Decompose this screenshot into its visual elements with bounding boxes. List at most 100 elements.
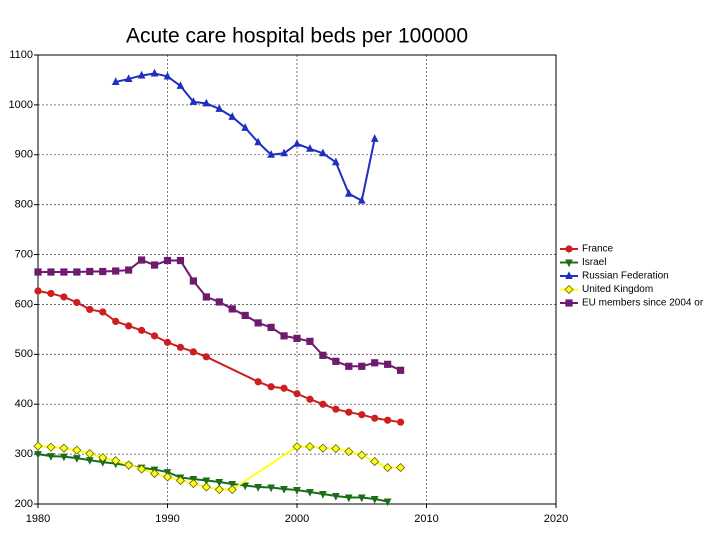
data-point (111, 456, 121, 466)
x-tick-label: 2020 (544, 513, 568, 525)
data-point (332, 357, 340, 365)
data-point (150, 68, 159, 77)
data-point (358, 411, 366, 419)
data-point (371, 359, 379, 367)
legend-marker (565, 259, 573, 268)
data-point (85, 449, 95, 459)
data-point (112, 267, 120, 275)
data-point (138, 326, 146, 334)
x-tick-label: 1990 (155, 513, 179, 525)
data-point (188, 478, 198, 489)
data-point (60, 453, 68, 462)
data-point (319, 491, 327, 499)
y-tick-label: 300 (15, 448, 33, 460)
data-point (396, 418, 405, 426)
data-point (241, 311, 249, 320)
x-tick-label: 2000 (285, 513, 309, 525)
data-point (357, 195, 366, 204)
data-point (306, 395, 314, 403)
data-point (384, 416, 392, 424)
data-point (267, 383, 275, 391)
data-point (332, 157, 340, 166)
data-point (202, 98, 211, 107)
data-point (319, 351, 327, 359)
data-point (99, 308, 107, 316)
data-point (306, 489, 314, 497)
data-point (332, 493, 340, 501)
data-point (228, 112, 237, 120)
data-point (112, 317, 120, 326)
legend-label: United Kingdom (582, 284, 653, 295)
data-point (214, 484, 224, 495)
data-point (267, 150, 275, 158)
data-point (98, 453, 108, 463)
x-tick-label: 1980 (26, 513, 50, 525)
data-point (137, 256, 146, 264)
data-point (370, 496, 379, 504)
data-point (305, 442, 315, 452)
data-point (163, 338, 172, 346)
data-point (72, 445, 82, 455)
data-point (280, 384, 288, 392)
data-point (47, 289, 55, 298)
legend-label: Israel (582, 257, 606, 268)
data-point (280, 332, 288, 340)
data-point (396, 366, 405, 374)
y-tick-label: 500 (15, 348, 33, 360)
data-point (149, 469, 160, 479)
legend: France Israel Russian Federation United Kin… (560, 244, 704, 309)
data-point (99, 267, 107, 276)
data-point (47, 453, 55, 461)
legend-label: EU members since 2004 or (582, 298, 704, 309)
data-point (215, 104, 224, 112)
data-point (86, 305, 94, 314)
data-point (358, 362, 366, 370)
data-point (293, 139, 301, 147)
data-point (371, 414, 379, 422)
legend-marker (565, 299, 573, 307)
data-point (254, 484, 262, 492)
y-tick-label: 1000 (9, 99, 33, 111)
data-point (227, 484, 237, 495)
data-point (73, 455, 81, 463)
data-point (176, 81, 185, 89)
data-point (124, 74, 133, 82)
data-point (306, 337, 314, 345)
y-tick-label: 200 (15, 498, 33, 510)
data-point (319, 400, 327, 408)
data-point (46, 442, 56, 452)
data-point (370, 457, 380, 467)
data-point (150, 332, 159, 340)
y-tick-label: 600 (15, 298, 33, 310)
chart-title: Acute care hospital beds per 100000 (126, 25, 468, 48)
data-point (344, 494, 353, 503)
data-point (73, 268, 81, 276)
data-point (60, 268, 68, 276)
y-tick-label: 1100 (9, 49, 33, 61)
data-point (86, 267, 94, 276)
data-point (318, 443, 328, 453)
data-point (34, 268, 42, 276)
data-point (267, 323, 275, 331)
data-point (215, 479, 224, 487)
data-point (241, 123, 250, 131)
y-tick-label: 900 (15, 149, 33, 161)
data-point (228, 305, 236, 313)
data-point (33, 441, 43, 451)
data-point (215, 298, 223, 306)
data-point (293, 390, 301, 398)
data-point (280, 486, 288, 494)
legend-marker (564, 284, 574, 295)
data-point (125, 266, 133, 274)
data-point (201, 482, 211, 492)
data-point (202, 477, 211, 486)
data-point (73, 298, 81, 307)
data-point (111, 77, 120, 85)
data-point (228, 481, 237, 489)
y-tick-label: 400 (15, 398, 33, 410)
data-point (189, 97, 198, 105)
data-point (254, 137, 262, 146)
data-point (267, 484, 275, 493)
data-point (47, 268, 55, 276)
data-point (345, 408, 353, 416)
